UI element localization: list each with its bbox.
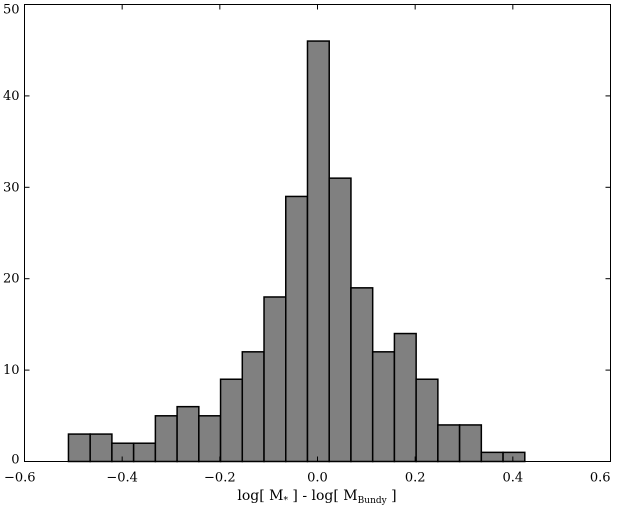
histogram-bar	[154, 415, 178, 463]
histogram-bar	[502, 451, 526, 463]
axis-tick-labels: −0.6 −0.4 −0.2 0.0 0.2 0.4 0.6 0 10 20 30 40 50	[3, 3, 611, 486]
histogram-bar	[415, 378, 439, 463]
histogram-bar	[393, 332, 417, 463]
histogram-bar	[263, 296, 287, 463]
histogram-bar	[241, 351, 265, 463]
histogram-bar	[458, 424, 483, 463]
histogram-bar	[67, 433, 91, 463]
x-tick-label: −0.6	[4, 471, 36, 486]
y-tick-label: 40	[3, 89, 20, 104]
histogram-bar	[132, 442, 157, 463]
x-axis-label: log[ M* ] - log[ MBundy ]	[237, 488, 396, 506]
y-tick-label: 30	[3, 180, 20, 195]
histogram-bar	[306, 40, 330, 463]
histogram-bar	[111, 442, 135, 463]
histogram-bar	[219, 378, 244, 463]
x-tick-label: −0.2	[204, 471, 236, 486]
histogram-bar	[328, 177, 352, 463]
histogram-bar	[371, 351, 396, 463]
x-tick-label: 0.6	[590, 471, 611, 486]
y-tick-label: 20	[3, 272, 20, 287]
x-tick-label: 0.2	[405, 471, 426, 486]
x-tick-label: 0.4	[502, 471, 523, 486]
y-tick-label: 10	[3, 363, 20, 378]
axis-ticks	[24, 4, 611, 462]
histogram-bar	[480, 451, 504, 463]
histogram-bars	[67, 40, 526, 463]
histogram-bar	[285, 195, 309, 463]
histogram-bar	[437, 424, 461, 463]
y-tick-label: 0	[11, 453, 19, 468]
histogram-bar	[89, 433, 113, 463]
histogram-bar	[350, 287, 374, 463]
histogram-bar	[198, 415, 222, 463]
y-tick-label: 50	[3, 3, 20, 18]
x-tick-label: −0.4	[106, 471, 138, 486]
histogram-bar	[176, 405, 200, 463]
x-tick-label: 0.0	[307, 471, 328, 486]
